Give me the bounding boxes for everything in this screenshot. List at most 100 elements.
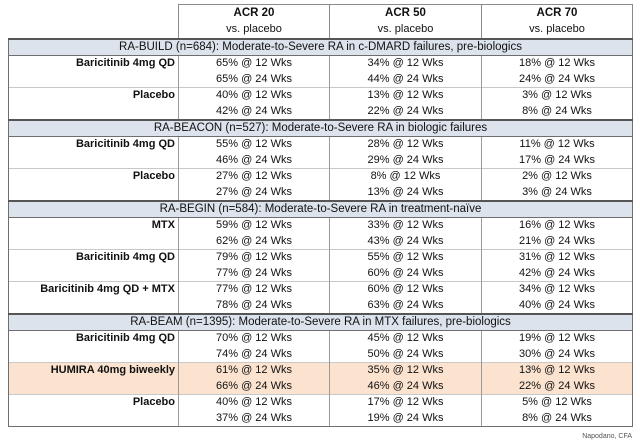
treatment-label [8, 103, 179, 120]
treatment-label: Baricitinib 4mg QD + MTX [8, 281, 179, 298]
table-row: 62% @ 24 Wks 43% @ 24 Wks 21% @ 24 Wks [8, 233, 633, 250]
acr50-cell: 13% @ 24 Wks [329, 184, 482, 201]
acr20-cell: 62% @ 24 Wks [178, 233, 330, 250]
treatment-label [8, 265, 179, 282]
acr20-cell: 77% @ 12 Wks [178, 281, 330, 298]
acr70-cell: 34% @ 12 Wks [481, 281, 633, 298]
acr70-cell: 22% @ 24 Wks [481, 378, 633, 395]
treatment-label: Baricitinib 4mg QD [8, 330, 179, 347]
col-subheader-acr50: vs. placebo [329, 21, 482, 39]
table-row: 27% @ 24 Wks 13% @ 24 Wks 3% @ 24 Wks [8, 184, 633, 201]
acr20-cell: 40% @ 12 Wks [178, 87, 330, 104]
treatment-label [8, 378, 179, 395]
section-title: RA-BEAM (n=1395): Moderate-to-Severe RA … [8, 312, 633, 331]
treatment-label [8, 152, 179, 169]
col-header-acr50: ACR 50 [329, 4, 482, 22]
acr20-cell: 59% @ 12 Wks [178, 217, 330, 234]
col-header-acr70: ACR 70 [481, 4, 633, 22]
table-row: 78% @ 24 Wks 63% @ 24 Wks 40% @ 24 Wks [8, 297, 633, 314]
header-subtitle-row: vs. placebo vs. placebo vs. placebo [9, 21, 633, 39]
acr20-cell: 46% @ 24 Wks [178, 152, 330, 169]
treatment-label: Baricitinib 4mg QD [8, 249, 179, 266]
acr50-cell: 22% @ 24 Wks [329, 103, 482, 120]
acr50-cell: 60% @ 12 Wks [329, 281, 482, 298]
acr70-cell: 8% @ 24 Wks [481, 410, 633, 427]
acr50-cell: 43% @ 24 Wks [329, 233, 482, 250]
acr50-cell: 13% @ 12 Wks [329, 87, 482, 104]
acr70-cell: 3% @ 12 Wks [481, 87, 633, 104]
col-subheader-acr70: vs. placebo [481, 21, 633, 39]
acr50-cell: 63% @ 24 Wks [329, 297, 482, 314]
acr20-cell: 79% @ 12 Wks [178, 249, 330, 266]
table-row: Baricitinib 4mg QD 55% @ 12 Wks 28% @ 12 W… [8, 136, 633, 153]
treatment-label [8, 71, 179, 88]
acr20-cell: 27% @ 12 Wks [178, 168, 330, 185]
acr20-cell: 74% @ 24 Wks [178, 346, 330, 363]
header-title-row: ACR 20 ACR 50 ACR 70 [9, 4, 633, 22]
table-row: Placebo 40% @ 12 Wks 13% @ 12 Wks 3% @ 12 W… [8, 87, 633, 104]
acr50-cell: 35% @ 12 Wks [329, 362, 482, 379]
table-row: Baricitinib 4mg QD 65% @ 12 Wks 34% @ 12 W… [8, 55, 633, 72]
table-row: Baricitinib 4mg QD 79% @ 12 Wks 55% @ 12 W… [8, 249, 633, 266]
acr50-cell: 45% @ 12 Wks [329, 330, 482, 347]
treatment-label: Placebo [8, 87, 179, 104]
table-row: MTX 59% @ 12 Wks 33% @ 12 Wks 16% @ 12 Wks [8, 217, 633, 234]
acr70-cell: 42% @ 24 Wks [481, 265, 633, 282]
section-header: RA-BEAM (n=1395): Moderate-to-Severe RA … [8, 312, 633, 331]
acr50-cell: 50% @ 24 Wks [329, 346, 482, 363]
section-header: RA-BEGIN (n=584): Moderate-to-Severe RA … [8, 199, 633, 218]
table-row: Placebo 27% @ 12 Wks 8% @ 12 Wks 2% @ 12 Wk… [8, 168, 633, 185]
acr20-cell: 78% @ 24 Wks [178, 297, 330, 314]
treatment-label: Placebo [8, 394, 179, 411]
acr70-cell: 8% @ 24 Wks [481, 103, 633, 120]
treatment-label [8, 297, 179, 314]
treatment-label [8, 233, 179, 250]
acr20-cell: 40% @ 12 Wks [178, 394, 330, 411]
treatment-label: Baricitinib 4mg QD [8, 136, 179, 153]
acr50-cell: 46% @ 24 Wks [329, 378, 482, 395]
table-row: HUMIRA 40mg biweekly 61% @ 12 Wks 35% @ 12… [8, 362, 633, 379]
acr50-cell: 28% @ 12 Wks [329, 136, 482, 153]
section-header: RA-BUILD (n=684): Moderate-to-Severe RA … [8, 37, 633, 56]
acr70-cell: 30% @ 24 Wks [481, 346, 633, 363]
table-row: 66% @ 24 Wks 46% @ 24 Wks 22% @ 24 Wks [8, 378, 633, 395]
treatment-label [8, 346, 179, 363]
acr20-cell: 65% @ 24 Wks [178, 71, 330, 88]
acr70-cell: 31% @ 12 Wks [481, 249, 633, 266]
acr70-cell: 11% @ 12 Wks [481, 136, 633, 153]
acr70-cell: 24% @ 24 Wks [481, 71, 633, 88]
acr70-cell: 21% @ 24 Wks [481, 233, 633, 250]
treatment-label: HUMIRA 40mg biweekly [8, 362, 179, 379]
table-row: 65% @ 24 Wks 44% @ 24 Wks 24% @ 24 Wks [8, 71, 633, 88]
treatment-label: Baricitinib 4mg QD [8, 55, 179, 72]
table-row: 42% @ 24 Wks 22% @ 24 Wks 8% @ 24 Wks [8, 103, 633, 120]
section-title: RA-BEACON (n=527): Moderate-to-Severe RA… [8, 118, 633, 137]
acr20-cell: 37% @ 24 Wks [178, 410, 330, 427]
acr20-cell: 66% @ 24 Wks [178, 378, 330, 395]
table-row: Baricitinib 4mg QD 70% @ 12 Wks 45% @ 12 W… [8, 330, 633, 347]
acr50-cell: 60% @ 24 Wks [329, 265, 482, 282]
col-subheader-acr20: vs. placebo [178, 21, 330, 39]
col-header-acr20: ACR 20 [178, 4, 330, 22]
source-credit: Napodano, CFA [582, 433, 632, 440]
acr20-cell: 77% @ 24 Wks [178, 265, 330, 282]
section-title: RA-BUILD (n=684): Moderate-to-Severe RA … [8, 37, 633, 56]
acr70-cell: 18% @ 12 Wks [481, 55, 633, 72]
acr50-cell: 33% @ 12 Wks [329, 217, 482, 234]
acr70-cell: 40% @ 24 Wks [481, 297, 633, 314]
treatment-label [8, 410, 179, 427]
table-row: 74% @ 24 Wks 50% @ 24 Wks 30% @ 24 Wks [8, 346, 633, 363]
acr50-cell: 34% @ 12 Wks [329, 55, 482, 72]
acr50-cell: 8% @ 12 Wks [329, 168, 482, 185]
acr20-cell: 42% @ 24 Wks [178, 103, 330, 120]
acr-results-table: ACR 20 ACR 50 ACR 70 vs. placebo vs. pla… [8, 4, 633, 427]
treatment-label: MTX [8, 217, 179, 234]
acr20-cell: 70% @ 12 Wks [178, 330, 330, 347]
acr20-cell: 27% @ 24 Wks [178, 184, 330, 201]
acr20-cell: 61% @ 12 Wks [178, 362, 330, 379]
section-header: RA-BEACON (n=527): Moderate-to-Severe RA… [8, 118, 633, 137]
acr70-cell: 17% @ 24 Wks [481, 152, 633, 169]
table-row: Baricitinib 4mg QD + MTX 77% @ 12 Wks 60% … [8, 281, 633, 298]
acr50-cell: 17% @ 12 Wks [329, 394, 482, 411]
acr70-cell: 5% @ 12 Wks [481, 394, 633, 411]
